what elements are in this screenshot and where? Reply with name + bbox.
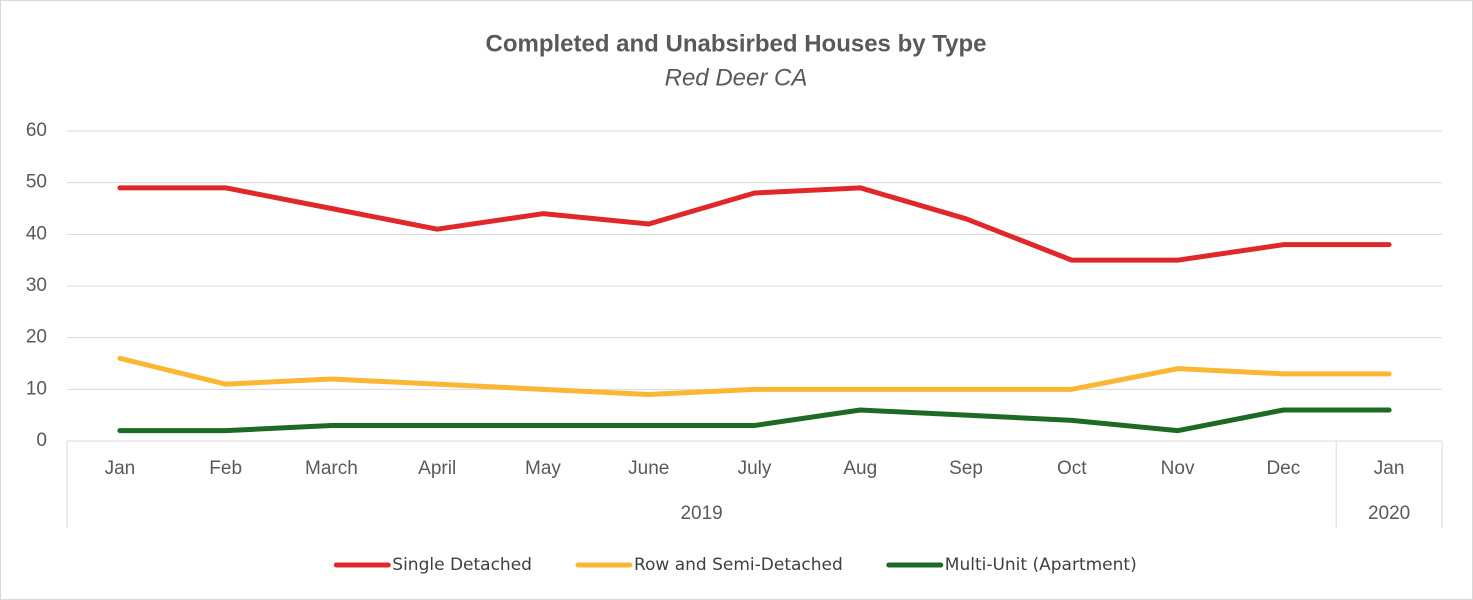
x-tick-label: May xyxy=(525,458,561,479)
legend-label: Row and Semi-Detached xyxy=(634,555,843,575)
x-tick-label: June xyxy=(628,458,669,479)
x-tick-label: Nov xyxy=(1161,458,1195,479)
x-tick-label: April xyxy=(418,458,456,479)
y-tick-label: 40 xyxy=(26,223,47,244)
legend-label: Single Detached xyxy=(392,555,532,575)
series-line xyxy=(117,407,1392,434)
x-tick-label: Sep xyxy=(949,458,983,479)
group-label: 2019 xyxy=(680,503,722,524)
y-tick-label: 50 xyxy=(26,172,47,193)
series-line xyxy=(117,185,1392,263)
y-tick-label: 10 xyxy=(26,378,47,399)
y-tick-label: 20 xyxy=(26,327,47,348)
series-line xyxy=(117,355,1392,397)
chart-title: Completed and Unabsirbed Houses by Type xyxy=(486,30,987,57)
legend-label: Multi-Unit (Apartment) xyxy=(945,555,1137,575)
x-tick-label: March xyxy=(305,458,358,479)
x-tick-label: Jan xyxy=(1374,458,1405,479)
x-tick-label: July xyxy=(738,458,772,479)
y-tick-label: 60 xyxy=(26,120,47,141)
x-tick-label: Feb xyxy=(209,458,242,479)
x-tick-label: Jan xyxy=(105,458,136,479)
group-label: 2020 xyxy=(1368,503,1410,524)
y-tick-label: 30 xyxy=(26,275,47,296)
x-tick-label: Aug xyxy=(843,458,877,479)
x-tick-label: Oct xyxy=(1057,458,1087,479)
x-tick-label: Dec xyxy=(1266,458,1300,479)
y-tick-label: 0 xyxy=(36,430,47,451)
chart-subtitle: Red Deer CA xyxy=(665,64,808,91)
